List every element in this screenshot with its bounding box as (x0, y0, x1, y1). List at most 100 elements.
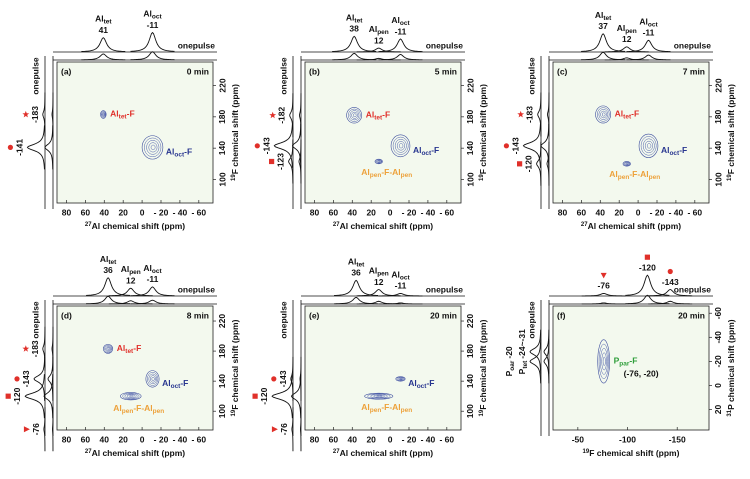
onepulse-peak (130, 31, 175, 52)
x-axis-label: 27Al chemical shift (ppm) (581, 221, 681, 231)
peak-name-sub: tet (108, 259, 117, 266)
onepulse-peak (334, 279, 379, 296)
label-sub: tet (374, 114, 383, 121)
onepulse-peak (626, 39, 671, 53)
projection-peak (378, 302, 423, 305)
contour-ring (642, 138, 655, 154)
x-tick-label: 60 (81, 207, 91, 217)
projection-peak (130, 51, 175, 61)
x-tick-label: - 60 (191, 434, 206, 444)
y-axis-label-text: F chemical shift (ppm) (726, 84, 736, 174)
peak-position: -11 (395, 281, 407, 291)
onepulse-peak (130, 286, 175, 297)
y-tick-label: 100 (217, 404, 227, 418)
label-text: -F (180, 378, 188, 388)
y-axis-label-text: F chemical shift (ppm) (230, 84, 240, 174)
peak-marker (5, 393, 11, 399)
onepulse-peak (81, 37, 126, 52)
onepulse-peak (273, 123, 293, 168)
onepulse-peak (108, 287, 153, 297)
contour-ring (150, 144, 156, 150)
peak-value: -183 (30, 106, 40, 123)
peak-position: -76 (279, 423, 289, 436)
contour-ring (398, 377, 404, 381)
contour-ring (122, 392, 140, 400)
cross-peak-label: Alpen-F-Alpen (361, 167, 412, 178)
cross-peak (395, 376, 406, 382)
x-tick-label: - 60 (439, 207, 454, 217)
cross-peak-label: Altet-F (366, 110, 390, 121)
projection-peak (581, 302, 626, 305)
label-sub: oct (421, 150, 432, 157)
x-tick-label: -50 (572, 434, 585, 444)
cross-peak-label: Altet-F (110, 109, 134, 120)
label-sub: pen (370, 172, 382, 179)
y-tick-label: 100 (465, 172, 475, 186)
cross-peak-label: Altet-F (615, 109, 639, 120)
trace-label: onepulse (426, 284, 464, 294)
label-sub: pen (401, 407, 413, 414)
x-tick-label: 40 (100, 434, 110, 444)
peak-position: -120 (524, 155, 534, 172)
y-axis-label-sup: 31 (727, 409, 733, 416)
x-tick-label: 80 (310, 207, 320, 217)
cross-peak (595, 105, 611, 124)
x-axis-label-text: Al chemical shift (ppm) (92, 221, 186, 231)
projection-peak (543, 339, 550, 384)
peak-name-sub: tet (354, 17, 363, 24)
peak-marker (7, 144, 13, 150)
contour-ring (640, 136, 657, 156)
peak-position: -11 (395, 26, 407, 36)
peak-marker (22, 345, 30, 352)
peak-name-text: Al (121, 264, 130, 274)
peak-value: -120 (12, 387, 22, 404)
x-axis-label-sup: 27 (85, 449, 92, 455)
cross-peak (103, 344, 114, 354)
trace-label: onepulse (526, 57, 536, 95)
peak-name-text: Al (391, 270, 400, 280)
peak-position: -143 (662, 277, 679, 287)
contour-ring (105, 345, 112, 352)
x-axis-label-sup: 19 (583, 449, 590, 455)
peak-position: 12 (374, 277, 384, 287)
peak-name-sub: pen (625, 28, 637, 35)
peak-name: Aloct (639, 17, 658, 28)
contour-ring (101, 111, 106, 118)
peak-position: -120 (12, 387, 22, 404)
label-sub: pen (618, 174, 630, 181)
peak-name-sub: oct (400, 274, 411, 281)
cross-peak-label: Aloct-F (661, 145, 687, 156)
label-text: -F (629, 356, 637, 366)
peak-position: 36 (103, 265, 113, 275)
x-tick-label: 20 (118, 434, 128, 444)
label-text: -F (426, 378, 434, 388)
cross-peak (390, 134, 411, 158)
y-tick-label: 140 (217, 141, 227, 155)
peak-position: -143 (511, 137, 521, 154)
label-sub: par (619, 360, 630, 367)
x-tick-label: -100 (619, 434, 636, 444)
trace-label: onepulse (674, 284, 712, 294)
x-tick-label: 60 (81, 434, 91, 444)
cross-peak (346, 107, 363, 124)
label-text: -F (184, 147, 192, 157)
onepulse-peak (43, 407, 46, 452)
projection-peak (626, 54, 671, 61)
onepulse-peak (604, 46, 649, 53)
cross-peak (145, 370, 160, 388)
x-axis-label-text: Al chemical shift (ppm) (92, 448, 186, 458)
peak-name: Altet (595, 10, 612, 21)
peak-name-sub: tet (104, 18, 113, 25)
cross-peak-label: Aloct-F (166, 147, 192, 158)
peak-name-text: Al (346, 13, 355, 23)
label-sub: oct (174, 151, 185, 158)
y-axis-label-sup: 19 (231, 174, 237, 181)
projection-peak (581, 51, 626, 61)
y-tick-label: 100 (217, 172, 227, 186)
contour-ring (396, 141, 405, 151)
label-sub: pen (153, 408, 165, 415)
peak-name: Altet (346, 13, 363, 24)
contour-ring (353, 113, 357, 118)
y-tick-label: 0 (713, 383, 723, 388)
onepulse-peak (522, 123, 541, 168)
